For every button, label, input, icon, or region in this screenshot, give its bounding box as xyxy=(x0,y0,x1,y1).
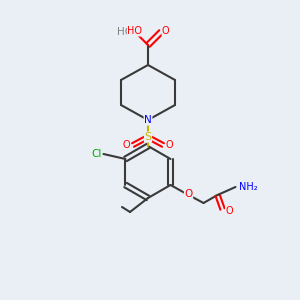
Text: N: N xyxy=(144,115,152,125)
Text: O: O xyxy=(166,140,174,150)
Text: O: O xyxy=(226,206,233,216)
Text: O: O xyxy=(122,140,130,150)
Text: NH₂: NH₂ xyxy=(238,182,257,192)
Text: HO: HO xyxy=(128,26,142,36)
Text: S: S xyxy=(144,132,152,142)
Text: Cl: Cl xyxy=(91,149,101,159)
Text: HO: HO xyxy=(117,27,133,37)
Text: O: O xyxy=(162,26,169,36)
Text: O: O xyxy=(184,189,193,199)
